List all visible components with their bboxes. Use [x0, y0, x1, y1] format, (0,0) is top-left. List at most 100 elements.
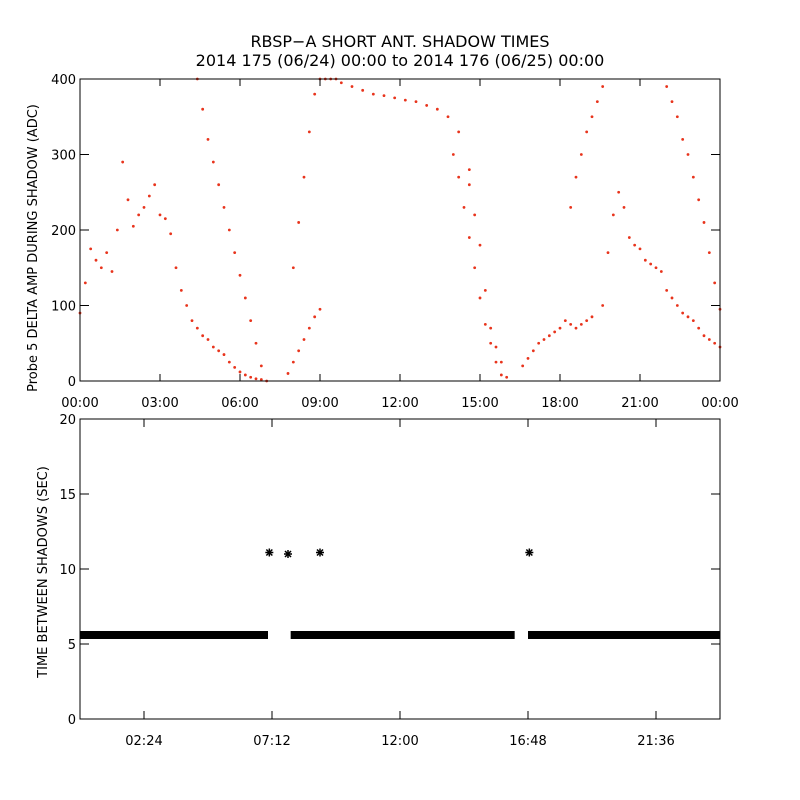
top-data-point — [467, 236, 471, 239]
top-y-ticks: 0 100 200 300 400 — [51, 73, 720, 390]
top-data-point — [681, 138, 685, 141]
top-data-point — [675, 115, 679, 119]
top-x-tick-label: 03:00 — [141, 396, 178, 411]
top-data-point — [254, 377, 258, 381]
top-data-point — [382, 94, 386, 98]
top-chart-marks — [78, 77, 722, 383]
top-data-point — [339, 81, 343, 85]
top-y-tick-label: 0 — [68, 375, 76, 390]
top-data-point — [126, 198, 130, 202]
top-data-point — [574, 326, 578, 330]
top-data-point — [686, 315, 690, 319]
top-data-point — [206, 138, 210, 141]
top-data-point — [105, 251, 109, 255]
bottom-outlier-point — [316, 548, 324, 557]
top-x-tick-label: 00:00 — [61, 396, 98, 411]
top-data-point — [579, 322, 583, 326]
top-data-point — [414, 100, 418, 104]
top-data-point — [569, 205, 573, 209]
top-data-point — [94, 258, 98, 262]
top-data-point — [393, 96, 397, 100]
top-data-point — [691, 319, 695, 322]
top-data-point — [521, 364, 525, 368]
top-data-point — [494, 360, 498, 364]
top-data-point — [643, 258, 647, 262]
top-x-tick-label: 18:00 — [541, 396, 578, 411]
top-data-point — [537, 341, 541, 345]
top-data-point — [675, 304, 679, 307]
top-data-point — [238, 370, 242, 374]
top-x-tick-label: 09:00 — [301, 396, 338, 411]
top-data-point — [286, 372, 290, 375]
top-data-point — [467, 183, 471, 187]
top-data-point — [233, 366, 237, 369]
top-data-point — [478, 243, 482, 247]
top-data-point — [585, 130, 589, 134]
top-data-point — [467, 168, 471, 172]
top-data-point — [131, 224, 135, 228]
bottom-outlier-point — [265, 548, 274, 557]
top-data-point — [601, 304, 605, 307]
top-data-point — [451, 153, 455, 156]
top-data-point — [697, 326, 701, 330]
top-y-tick-label: 200 — [51, 224, 76, 239]
bottom-y-tick-label: 0 — [68, 713, 76, 728]
top-data-point — [473, 213, 477, 217]
top-data-point — [158, 213, 162, 217]
top-data-point — [579, 153, 583, 156]
bottom-y-tick-label: 10 — [59, 563, 76, 578]
top-data-point — [115, 228, 119, 232]
top-data-point — [713, 281, 717, 285]
top-data-point — [302, 175, 306, 179]
top-data-point — [217, 183, 221, 187]
top-data-point — [478, 296, 482, 300]
top-data-point — [259, 378, 263, 381]
top-data-point — [313, 92, 317, 96]
bottom-x-tick-label: 21:36 — [637, 734, 674, 749]
chart-title-line-1: RBSP−A SHORT ANT. SHADOW TIMES — [250, 32, 550, 51]
bottom-x-ticks: 02:24 07:12 12:00 16:48 21:36 — [125, 419, 675, 749]
top-data-point — [681, 311, 685, 315]
top-data-point — [361, 88, 365, 92]
top-data-point — [499, 360, 503, 364]
top-data-point — [526, 356, 530, 360]
top-data-point — [691, 175, 695, 179]
top-data-point — [403, 98, 407, 102]
top-data-point — [473, 266, 477, 270]
top-data-point — [121, 160, 125, 164]
bottom-x-tick-label: 07:12 — [253, 734, 290, 749]
top-data-point — [659, 270, 663, 273]
bottom-x-tick-label: 12:00 — [381, 734, 418, 749]
bottom-x-tick-label: 16:48 — [509, 734, 546, 749]
top-data-point — [201, 107, 205, 111]
chart-title-line-2: 2014 175 (06/24) 00:00 to 2014 176 (06/2… — [195, 51, 605, 70]
top-data-point — [201, 334, 205, 338]
top-data-point — [291, 266, 295, 270]
top-data-point — [627, 236, 631, 239]
top-data-point — [291, 360, 295, 364]
top-data-point — [227, 360, 231, 364]
top-data-point — [222, 205, 226, 209]
top-data-point — [425, 104, 429, 107]
top-data-point — [259, 364, 263, 368]
top-data-point — [585, 319, 589, 322]
top-data-point — [163, 217, 167, 221]
bottom-y-tick-label: 15 — [59, 488, 76, 503]
top-data-point — [446, 115, 450, 119]
top-data-point — [702, 334, 706, 338]
top-data-point — [494, 345, 498, 349]
top-x-tick-label: 00:00 — [701, 396, 738, 411]
top-data-point — [190, 319, 194, 322]
top-data-point — [174, 266, 178, 270]
top-data-point — [462, 205, 466, 209]
top-data-point — [227, 228, 231, 232]
top-data-point — [574, 175, 578, 179]
top-y-tick-label: 400 — [51, 73, 76, 88]
top-data-point — [307, 326, 311, 330]
top-data-point — [89, 247, 93, 251]
top-data-point — [147, 194, 151, 198]
top-data-point — [99, 266, 103, 270]
top-data-point — [249, 375, 253, 379]
